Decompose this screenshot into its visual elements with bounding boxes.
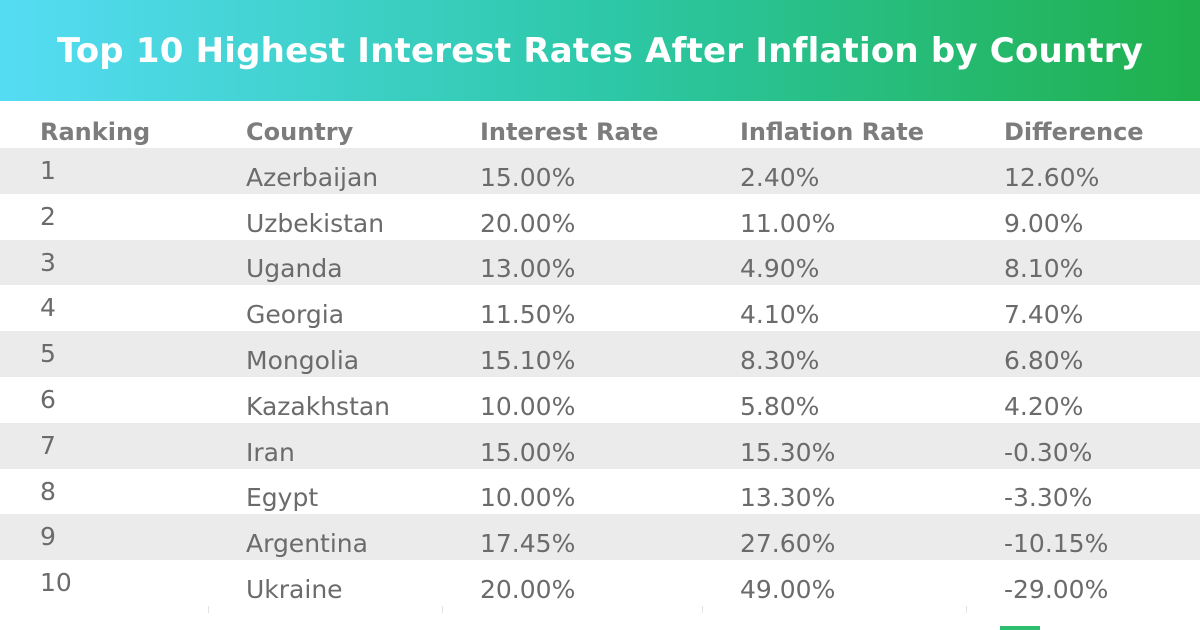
ranking-cell: 10: [40, 568, 72, 598]
ranking-cell: 8: [40, 476, 56, 506]
inflation-rate-cell: 5.80%: [740, 391, 820, 421]
inflation-rate-cell: 4.10%: [740, 300, 820, 330]
accent-mark: [1000, 626, 1040, 630]
difference-cell: -0.30%: [1004, 437, 1093, 467]
inflation-rate-cell: 27.60%: [740, 529, 836, 559]
ranking-cell: 3: [40, 247, 56, 277]
ranking-cell: 5: [40, 339, 56, 369]
table-body: 1 Azerbaijan 15.00% 2.40% 12.60% 2 Uzbekistan 2…: [0, 148, 1200, 606]
interest-rate-cell: 15.00%: [480, 162, 576, 192]
table-header-row: Ranking Country Interest Rate Inflation …: [0, 101, 1200, 148]
inflation-rate-cell: 2.40%: [740, 162, 820, 192]
column-header-country: Country: [246, 118, 354, 146]
ranking-cell: 6: [40, 384, 56, 414]
column-header-difference: Difference: [1004, 118, 1144, 146]
table-row: 1 Azerbaijan 15.00% 2.40% 12.60%: [0, 148, 1200, 194]
interest-rate-cell: 11.50%: [480, 300, 576, 330]
difference-cell: 6.80%: [1004, 345, 1084, 375]
difference-cell: -10.15%: [1004, 529, 1109, 559]
difference-cell: -29.00%: [1004, 574, 1109, 604]
inflation-rate-cell: 15.30%: [740, 437, 836, 467]
table-row: 5 Mongolia 15.10% 8.30% 6.80%: [0, 331, 1200, 377]
interest-rate-cell: 20.00%: [480, 574, 576, 604]
country-cell: Azerbaijan: [246, 162, 379, 192]
table-row: 9 Argentina 17.45% 27.60% -10.15%: [0, 514, 1200, 561]
ranking-cell: 7: [40, 430, 56, 460]
interest-rate-cell: 20.00%: [480, 208, 576, 238]
interest-rate-cell: 17.45%: [480, 529, 576, 559]
table-row: 7 Iran 15.00% 15.30% -0.30%: [0, 422, 1200, 469]
country-cell: Iran: [246, 437, 295, 467]
country-cell: Ukraine: [246, 574, 343, 604]
difference-cell: 12.60%: [1004, 162, 1100, 192]
rates-table: Ranking Country Interest Rate Inflation …: [0, 101, 1200, 606]
ranking-cell: 2: [40, 201, 56, 231]
country-cell: Argentina: [246, 529, 368, 559]
interest-rate-cell: 13.00%: [480, 254, 576, 284]
interest-rate-cell: 15.10%: [480, 345, 576, 375]
difference-cell: -3.30%: [1004, 483, 1093, 513]
difference-cell: 4.20%: [1004, 391, 1084, 421]
inflation-rate-cell: 8.30%: [740, 345, 820, 375]
inflation-rate-cell: 4.90%: [740, 254, 820, 284]
column-header-interest-rate: Interest Rate: [480, 118, 659, 146]
table-row: 3 Uganda 13.00% 4.90% 8.10%: [0, 239, 1200, 286]
inflation-rate-cell: 49.00%: [740, 574, 836, 604]
title-banner: Top 10 Highest Interest Rates After Infl…: [0, 0, 1200, 101]
table-row: 8 Egypt 10.00% 13.30% -3.30%: [0, 468, 1200, 515]
country-cell: Georgia: [246, 300, 345, 330]
difference-cell: 8.10%: [1004, 254, 1084, 284]
country-cell: Uzbekistan: [246, 208, 385, 238]
interest-rate-cell: 15.00%: [480, 437, 576, 467]
country-cell: Egypt: [246, 483, 319, 513]
table-row: 10 Ukraine 20.00% 49.00% -29.00%: [0, 560, 1200, 606]
difference-cell: 9.00%: [1004, 208, 1084, 238]
interest-rate-cell: 10.00%: [480, 483, 576, 513]
country-cell: Mongolia: [246, 345, 360, 375]
country-cell: Kazakhstan: [246, 391, 391, 421]
inflation-rate-cell: 11.00%: [740, 208, 836, 238]
difference-cell: 7.40%: [1004, 300, 1084, 330]
ranking-cell: 9: [40, 522, 56, 552]
inflation-rate-cell: 13.30%: [740, 483, 836, 513]
table-row: 4 Georgia 11.50% 4.10% 7.40%: [0, 285, 1200, 332]
table-row: 2 Uzbekistan 20.00% 11.00% 9.00%: [0, 193, 1200, 240]
column-header-ranking: Ranking: [40, 118, 151, 146]
page-title: Top 10 Highest Interest Rates After Infl…: [56, 30, 1144, 71]
interest-rate-cell: 10.00%: [480, 391, 576, 421]
table-row: 6 Kazakhstan 10.00% 5.80% 4.20%: [0, 376, 1200, 423]
column-header-inflation-rate: Inflation Rate: [740, 118, 925, 146]
ranking-cell: 4: [40, 293, 56, 323]
country-cell: Uganda: [246, 254, 343, 284]
ranking-cell: 1: [40, 156, 56, 185]
